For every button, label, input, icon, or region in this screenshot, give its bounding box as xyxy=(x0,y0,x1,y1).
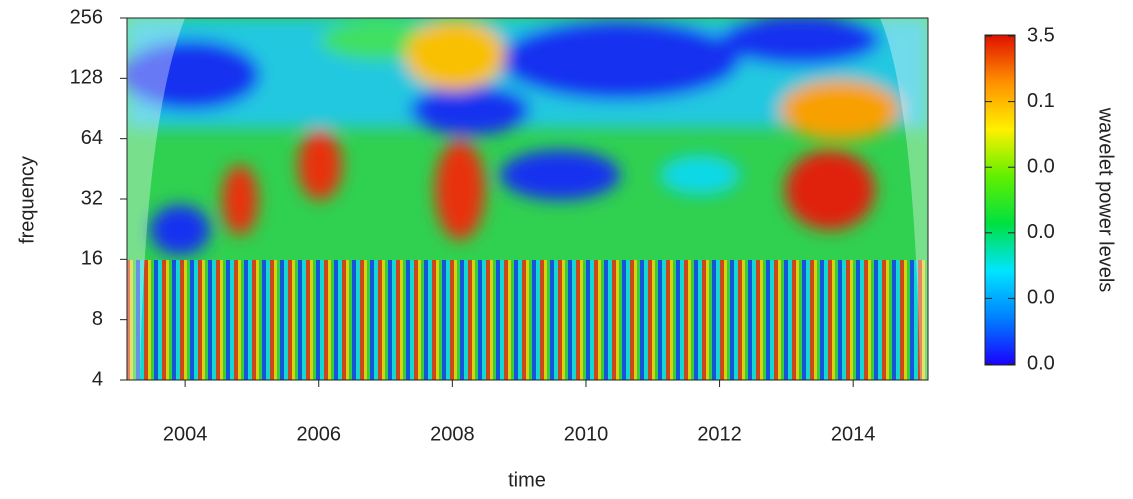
colorbar-label: 0.0 xyxy=(1027,352,1055,374)
field-blobs xyxy=(127,18,928,255)
y-tick-label: 32 xyxy=(81,187,103,209)
x-tick-label: 2010 xyxy=(564,423,609,445)
y-tick-label: 128 xyxy=(70,67,103,89)
colorbar-label: 0.0 xyxy=(1027,287,1055,309)
colorbar xyxy=(984,34,1016,366)
colorbar-title: wavelet power levels xyxy=(1095,107,1117,293)
x-tick-label: 2004 xyxy=(163,423,208,445)
y-tick-label: 256 xyxy=(70,6,103,28)
x-tick-label: 2012 xyxy=(697,423,742,445)
y-tick-label: 4 xyxy=(92,368,103,390)
y-tick-label: 8 xyxy=(92,308,103,330)
y-tick-label: 64 xyxy=(81,127,103,149)
colorbar-label: 3.5 xyxy=(1027,24,1055,46)
cone-of-influence xyxy=(880,18,928,380)
x-axis-label: time xyxy=(508,469,546,491)
cone-of-influence xyxy=(127,18,185,380)
heatmap-field xyxy=(127,18,928,380)
y-tick-label: 16 xyxy=(81,248,103,270)
x-tick-label: 2008 xyxy=(430,423,475,445)
colorbar-label: 0.0 xyxy=(1027,221,1055,243)
x-tick-label: 2006 xyxy=(296,423,341,445)
field-stripes xyxy=(127,260,928,380)
colorbar-label: 0.0 xyxy=(1027,155,1055,177)
y-axis-label: frequency xyxy=(16,156,38,244)
x-tick-label: 2014 xyxy=(831,423,876,445)
colorbar-label: 0.1 xyxy=(1027,90,1055,112)
